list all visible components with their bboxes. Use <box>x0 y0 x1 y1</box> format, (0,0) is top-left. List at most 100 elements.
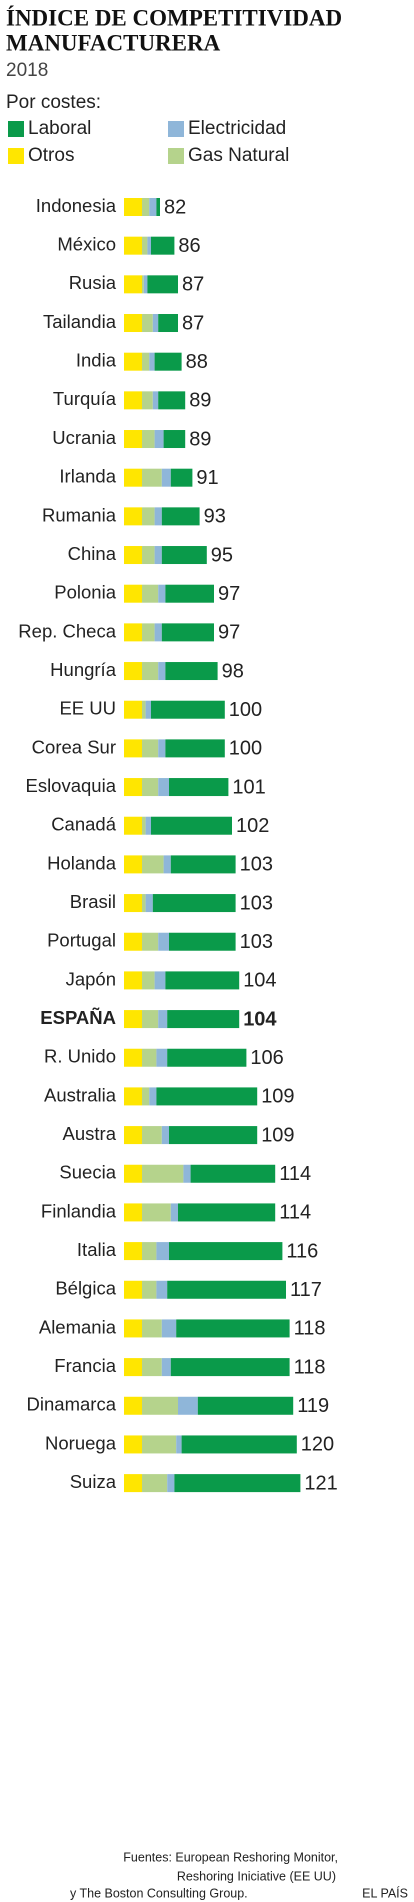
category-label: China <box>68 543 117 564</box>
category-label: Hungría <box>50 659 117 680</box>
bar-segment <box>178 1203 276 1222</box>
bar-segment <box>156 1087 258 1106</box>
bar-segment <box>124 739 143 758</box>
total-label: 114 <box>279 1202 311 1224</box>
bar-segment <box>158 778 169 797</box>
bar-segment <box>142 855 164 874</box>
bar-segment <box>124 275 143 294</box>
bar-segment <box>158 662 166 681</box>
bar-segment <box>142 1048 157 1067</box>
bar-segment <box>142 1358 162 1377</box>
bar-segment <box>154 352 182 371</box>
bar-segment <box>124 1474 143 1493</box>
bar-segment <box>158 1010 168 1029</box>
chart-subtitle: 2018 <box>6 60 48 81</box>
category-label: Portugal <box>47 930 116 951</box>
category-label: Canadá <box>51 814 117 835</box>
total-label: 87 <box>182 312 204 334</box>
bar-segment <box>142 198 150 216</box>
bar-segment <box>124 1010 143 1029</box>
category-label: Japón <box>66 968 116 989</box>
total-label: 103 <box>240 931 273 953</box>
bar-segment <box>145 894 153 913</box>
category-label: Polonia <box>54 582 116 603</box>
bar-segment <box>142 314 153 333</box>
bar-segment <box>124 662 143 681</box>
bar-segment <box>124 430 143 449</box>
total-label: 101 <box>232 776 265 798</box>
bar-segment <box>143 275 148 294</box>
category-label: Alemania <box>39 1316 117 1337</box>
bar-segment <box>167 1280 286 1299</box>
bar-segment <box>170 468 193 487</box>
legend-label: Electricidad <box>188 118 286 139</box>
bar-segment <box>124 816 143 835</box>
bar-segment <box>124 198 143 216</box>
total-label: 121 <box>304 1472 337 1494</box>
bar-segment <box>124 236 143 255</box>
bar-segment <box>124 700 143 719</box>
bar-segment <box>142 816 146 835</box>
bar-segment <box>165 662 218 681</box>
bar-segment <box>142 1319 162 1338</box>
bar-segment <box>142 430 155 449</box>
total-label: 109 <box>261 1124 294 1146</box>
bar-segment <box>161 507 200 526</box>
bar-segment <box>142 1435 177 1454</box>
bar-segment <box>142 700 146 719</box>
category-label: Ucrania <box>52 427 116 448</box>
bar-segment <box>154 971 166 990</box>
total-label: 104 <box>243 1008 277 1030</box>
total-label: 86 <box>178 235 200 257</box>
bar-segment <box>124 855 143 874</box>
credit: EL PAÍS <box>362 1885 408 1900</box>
bar-segment <box>142 275 144 294</box>
total-label: 120 <box>301 1434 334 1456</box>
total-label: 98 <box>222 660 244 682</box>
bar-segment <box>154 430 164 449</box>
total-label: 82 <box>164 196 186 218</box>
category-label: Australia <box>44 1084 117 1105</box>
bar-segment <box>147 236 151 255</box>
bar-segment <box>124 623 143 642</box>
bar-segment <box>124 1164 143 1183</box>
total-label: 103 <box>240 892 273 914</box>
total-label: 114 <box>279 1163 311 1185</box>
bar-segment <box>142 1126 162 1145</box>
bar-segment <box>124 932 143 951</box>
total-label: 100 <box>229 738 262 760</box>
bar-segment <box>142 1087 150 1106</box>
category-label: Rusia <box>69 272 117 293</box>
bar-segment <box>145 700 151 719</box>
category-label: Noruega <box>45 1432 117 1453</box>
bar-segment <box>176 1319 290 1338</box>
bar-segment <box>124 1435 143 1454</box>
bar-segment <box>142 352 150 371</box>
legend-swatch <box>8 148 24 164</box>
total-label: 118 <box>294 1356 326 1378</box>
legend-label: Gas Natural <box>188 145 289 166</box>
total-label: 97 <box>218 583 240 605</box>
bar-segment <box>124 778 143 797</box>
category-label: Indonesia <box>36 195 117 216</box>
bar-segment <box>161 623 214 642</box>
bar-segment <box>149 1087 157 1106</box>
category-label: Bélgica <box>55 1278 116 1299</box>
legend-swatch <box>8 121 24 137</box>
category-label: Rumania <box>42 504 117 525</box>
bar-segment <box>124 352 143 371</box>
bar-segment <box>167 1010 240 1029</box>
total-label: 109 <box>261 1086 294 1108</box>
legend-label: Otros <box>28 145 74 166</box>
bar-segment <box>169 1242 283 1261</box>
bar-segment <box>158 932 169 951</box>
legend-swatch <box>168 148 184 164</box>
bar-segment <box>154 623 162 642</box>
total-label: 118 <box>294 1318 326 1340</box>
bar-segment <box>165 739 225 758</box>
bar-segment <box>170 1203 178 1222</box>
category-label: R. Unido <box>44 1046 116 1067</box>
bar-segment <box>151 236 175 255</box>
category-label: Irlanda <box>59 466 116 487</box>
